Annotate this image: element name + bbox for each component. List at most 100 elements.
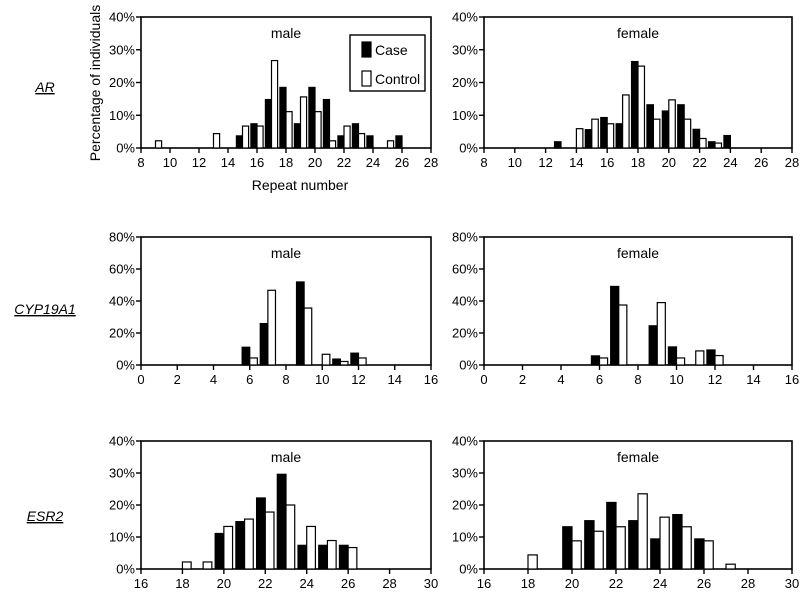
y-tick-label: 60% (109, 262, 135, 277)
case-bar (395, 135, 403, 149)
panel-title: male (271, 245, 302, 261)
control-bar (154, 140, 163, 149)
case-bar (648, 325, 658, 366)
case-bar (562, 526, 573, 570)
control-bar (656, 302, 666, 366)
x-tick-label: 14 (388, 372, 402, 387)
control-bar (593, 530, 604, 570)
control-bar (621, 94, 630, 149)
case-bar (338, 544, 349, 570)
x-tick-label: 16 (134, 576, 148, 591)
x-tick-label: 22 (337, 155, 351, 170)
case-bar (259, 322, 269, 366)
control-bar (618, 304, 628, 366)
x-tick-label: 8 (282, 372, 289, 387)
x-tick-label: 14 (569, 155, 583, 170)
control-bar (181, 561, 192, 570)
x-tick-label: 26 (754, 155, 768, 170)
control-bar (314, 111, 322, 149)
y-tick-label: 40% (109, 10, 135, 25)
control-bar (591, 118, 599, 149)
x-tick-label: 10 (163, 155, 177, 170)
control-bar (285, 504, 296, 570)
x-tick-label: 16 (600, 155, 614, 170)
x-tick-label: 0 (480, 372, 487, 387)
x-tick-label: 28 (741, 576, 755, 591)
control-bar (571, 540, 582, 570)
y-tick-label: 0% (116, 562, 135, 577)
panel-title: female (617, 25, 659, 41)
x-tick-label: 8 (137, 155, 144, 170)
control-bar (681, 526, 692, 570)
case-bar (235, 135, 244, 149)
gene-label: AR (34, 79, 54, 95)
y-tick-label: 0% (116, 358, 135, 373)
control-bar (598, 357, 609, 366)
case-bar (677, 104, 685, 149)
case-bar (276, 473, 287, 570)
case-bar (694, 538, 705, 570)
x-tick-label: 30 (424, 576, 438, 591)
x-tick-label: 24 (723, 155, 737, 170)
y-tick-label: 20% (452, 75, 478, 90)
control-bar (659, 516, 670, 570)
control-bar (637, 493, 648, 570)
x-tick-label: 2 (174, 372, 181, 387)
x-tick-label: 12 (708, 372, 722, 387)
control-bar (675, 357, 686, 366)
x-tick-label: 12 (538, 155, 552, 170)
y-tick-label: 80% (452, 230, 478, 245)
control-bar (725, 563, 736, 570)
x-tick-label: 22 (692, 155, 706, 170)
legend: Case Control (349, 34, 426, 92)
control-bar (714, 354, 724, 366)
control-bar (386, 140, 395, 149)
y-tick-label: 0% (459, 358, 478, 373)
axis-titles: Percentage of individuals Repeat number (87, 5, 349, 193)
case-bar (366, 135, 374, 149)
y-tick-label: 10% (109, 530, 135, 545)
control-bar (328, 140, 337, 149)
control-bar (339, 360, 349, 366)
x-tick-label: 18 (631, 155, 645, 170)
panel-esr2-female: 0% 10% 20% 30% 40% 16 18 20 22 24 26 28 30 female (452, 434, 799, 592)
x-tick-label: 26 (341, 576, 355, 591)
case-bar (255, 497, 266, 570)
y-tick-label: 40% (452, 294, 478, 309)
x-tick-label: 14 (746, 372, 760, 387)
control-bar (202, 561, 213, 570)
case-bar (297, 544, 308, 570)
x-tick-label: 24 (366, 155, 380, 170)
control-bar (527, 554, 538, 570)
y-tick-label: 0% (459, 562, 478, 577)
gene-label: ESR2 (27, 508, 64, 524)
control-bar (703, 540, 714, 570)
y-tick-label: 60% (452, 262, 478, 277)
x-tick-label: 4 (210, 372, 217, 387)
legend-control-label: Control (375, 71, 420, 87)
x-tick-label: 12 (192, 155, 206, 170)
case-bar (706, 349, 716, 366)
x-tick-label: 28 (424, 155, 438, 170)
control-bar (212, 132, 221, 149)
legend-control-swatch (361, 70, 372, 87)
x-tick-label: 24 (299, 576, 313, 591)
panel-title: female (617, 449, 659, 465)
case-bar (692, 128, 701, 149)
control-bar (321, 353, 331, 366)
x-tick-label: 24 (653, 576, 667, 591)
x-tick-label: 16 (785, 372, 799, 387)
x-tick-label: 18 (279, 155, 293, 170)
x-tick-label: 8 (634, 372, 641, 387)
x-tick-label: 28 (382, 576, 396, 591)
y-tick-label: 30% (452, 466, 478, 481)
panel-cyp19a1-male: 0% 20% 40% 60% 80% 0 2 4 6 8 10 12 14 16 male (109, 230, 438, 388)
case-bar (661, 110, 670, 149)
control-bar (256, 125, 264, 149)
y-tick-label: 40% (452, 10, 478, 25)
control-bar (668, 99, 676, 149)
control-bar (343, 125, 351, 149)
y-tick-label: 0% (116, 141, 135, 156)
control-bar (326, 539, 337, 570)
x-tick-label: 16 (477, 576, 491, 591)
